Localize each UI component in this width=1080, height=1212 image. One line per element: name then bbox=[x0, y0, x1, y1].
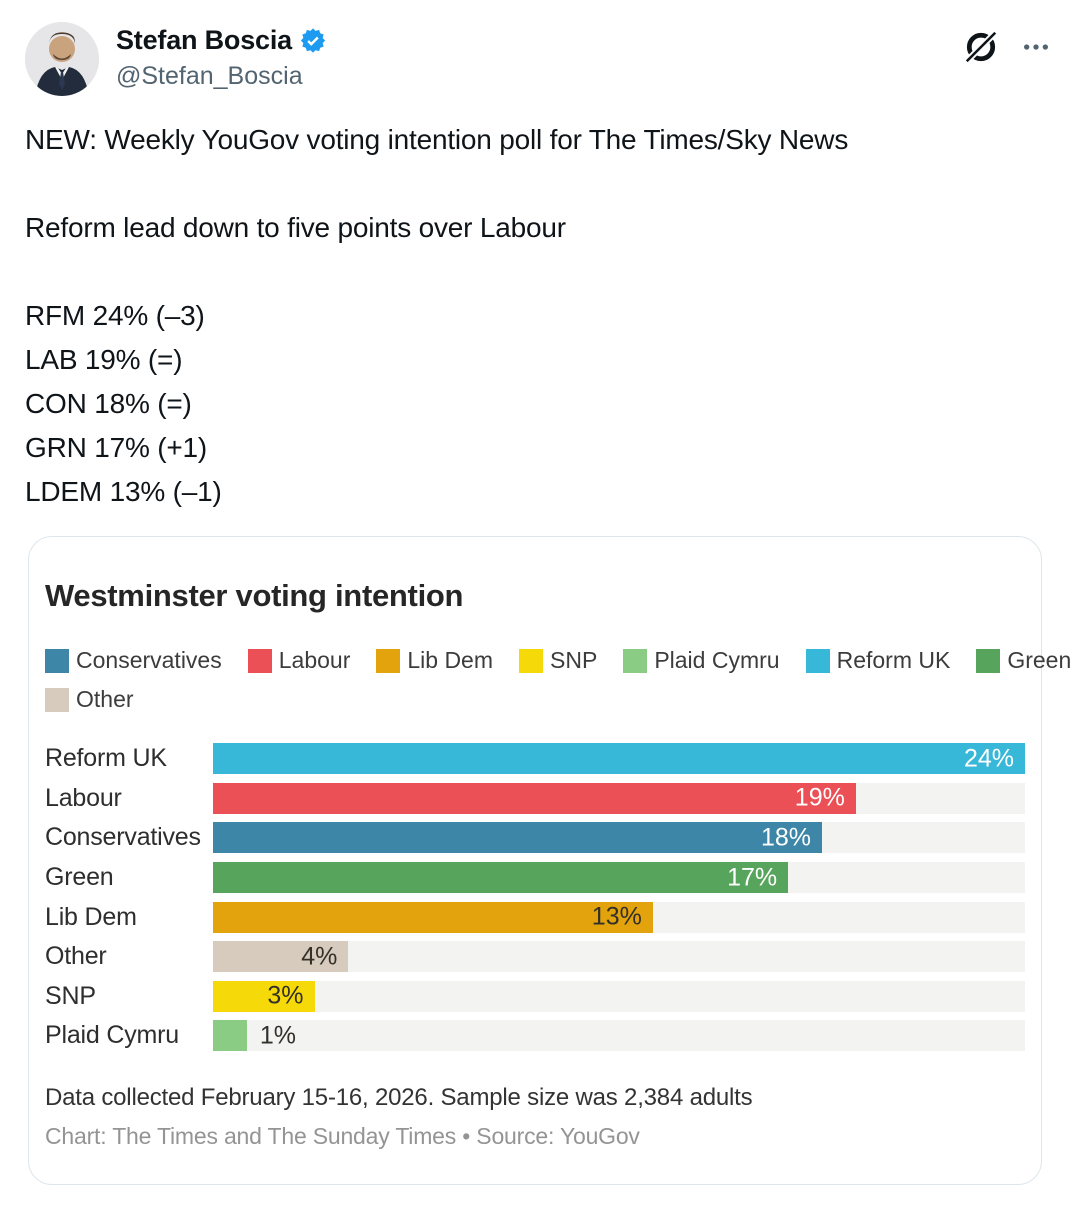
legend-label: Plaid Cymru bbox=[654, 647, 780, 673]
legend-item-snp: SNP bbox=[519, 647, 597, 674]
legend-item-green: Green bbox=[976, 647, 1071, 674]
bar-row-label: Lib Dem bbox=[45, 902, 137, 931]
legend-swatch bbox=[45, 648, 69, 673]
legend-swatch bbox=[45, 687, 69, 712]
legend-item-other: Other bbox=[45, 686, 134, 713]
bar-track: 4% bbox=[213, 941, 1025, 973]
author-name-row[interactable]: Stefan Boscia bbox=[116, 25, 327, 56]
bar-track: 24% bbox=[213, 743, 1025, 775]
author-name: Stefan Boscia bbox=[116, 25, 292, 55]
bar-row-conservatives: Conservatives 18% bbox=[45, 818, 1025, 858]
legend-label: Reform UK bbox=[836, 647, 951, 673]
bar-row-label: SNP bbox=[45, 981, 96, 1010]
bar-row-label: Labour bbox=[45, 783, 122, 812]
legend-row: Conservatives Labour Lib Dem SNP Plaid C… bbox=[45, 647, 1071, 674]
legend-swatch bbox=[519, 648, 544, 673]
bar-chart: Reform UK 24% Labour 19% Conservatives 1… bbox=[45, 739, 1025, 1056]
bar-track: 18% bbox=[213, 822, 1025, 854]
bar-row-plaid: Plaid Cymru 1% bbox=[45, 1016, 1025, 1056]
grok-button[interactable] bbox=[962, 28, 1000, 66]
author-block: Stefan Boscia @Stefan_Boscia bbox=[116, 22, 327, 91]
bar-track: 3% bbox=[213, 980, 1025, 1012]
more-icon bbox=[1024, 44, 1048, 50]
legend-row: Other bbox=[45, 686, 1025, 713]
bar bbox=[213, 743, 1025, 775]
bar bbox=[213, 1020, 247, 1052]
bar-track: 17% bbox=[213, 862, 1025, 894]
bar-row-labour: Labour 19% bbox=[45, 779, 1025, 819]
bar bbox=[213, 822, 822, 854]
bar-track: 19% bbox=[213, 782, 1025, 814]
bar-value-label: 18% bbox=[760, 823, 811, 852]
legend-item-labour: Labour bbox=[247, 647, 351, 674]
legend-swatch bbox=[623, 648, 648, 673]
bar-row-label: Green bbox=[45, 863, 114, 892]
legend-item-reform: Reform UK bbox=[805, 647, 951, 674]
bar-row-label: Plaid Cymru bbox=[45, 1021, 179, 1050]
bar bbox=[213, 941, 349, 973]
legend-swatch bbox=[376, 648, 401, 673]
bar-row-green: Green 17% bbox=[45, 858, 1025, 898]
legend-item-libdem: Lib Dem bbox=[376, 647, 493, 674]
legend-label: Lib Dem bbox=[407, 647, 494, 673]
bar bbox=[213, 980, 315, 1012]
legend-swatch bbox=[976, 648, 1001, 673]
legend-item-plaid: Plaid Cymru bbox=[623, 647, 780, 674]
tweet-header: Stefan Boscia @Stefan_Boscia bbox=[25, 22, 1052, 96]
chart-legend: Conservatives Labour Lib Dem SNP Plaid C… bbox=[45, 647, 1071, 713]
legend-label: SNP bbox=[550, 647, 598, 673]
bar-value-label: 13% bbox=[591, 902, 642, 931]
bar-value-label: 1% bbox=[259, 1021, 296, 1050]
bar-row-label: Conservatives bbox=[45, 823, 201, 852]
bar-row-reform: Reform UK 24% bbox=[45, 739, 1025, 779]
poll-line: RFM 24% (–3) bbox=[25, 300, 205, 331]
poll-line: CON 18% (=) bbox=[25, 388, 192, 419]
tweet-text: NEW: Weekly YouGov voting intention poll… bbox=[25, 118, 1055, 514]
header-actions bbox=[962, 22, 1052, 66]
bar-value-label: 4% bbox=[301, 942, 338, 971]
bar bbox=[213, 782, 856, 814]
legend-label: Labour bbox=[278, 647, 351, 673]
bar-track: 1% bbox=[213, 1020, 1025, 1052]
avatar[interactable] bbox=[25, 22, 99, 96]
legend-label: Green bbox=[1007, 647, 1072, 673]
legend-label: Conservatives bbox=[76, 647, 222, 673]
tweet-line-2: Reform lead down to five points over Lab… bbox=[25, 212, 566, 243]
avatar-photo-placeholder bbox=[25, 22, 99, 96]
embedded-chart-card[interactable]: Westminster voting intention Conservativ… bbox=[28, 536, 1071, 1185]
chart-credit: Chart: The Times and The Sunday Times • … bbox=[45, 1122, 640, 1149]
verified-badge-icon bbox=[299, 27, 327, 55]
bar-row-label: Reform UK bbox=[45, 744, 167, 773]
legend-swatch bbox=[247, 648, 272, 673]
poll-line: GRN 17% (+1) bbox=[25, 432, 207, 463]
bar bbox=[213, 901, 653, 933]
more-button[interactable] bbox=[1020, 31, 1052, 63]
grok-icon bbox=[963, 29, 999, 65]
bar-value-label: 19% bbox=[794, 783, 845, 812]
legend-swatch bbox=[805, 648, 830, 673]
bar-track: 13% bbox=[213, 901, 1025, 933]
bar bbox=[213, 862, 789, 894]
chart-note: Data collected February 15-16, 2026. Sam… bbox=[45, 1083, 753, 1111]
legend-item-conservatives: Conservatives bbox=[45, 647, 222, 674]
bar-value-label: 24% bbox=[963, 744, 1014, 773]
tweet-line-1: NEW: Weekly YouGov voting intention poll… bbox=[25, 124, 849, 155]
bar-row-label: Other bbox=[45, 942, 107, 971]
bar-value-label: 3% bbox=[267, 981, 304, 1010]
bar-value-label: 17% bbox=[727, 863, 778, 892]
bar-row-other: Other 4% bbox=[45, 937, 1025, 977]
author-handle[interactable]: @Stefan_Boscia bbox=[116, 62, 303, 90]
poll-line: LDEM 13% (–1) bbox=[25, 476, 222, 507]
bar-row-snp: SNP 3% bbox=[45, 977, 1025, 1017]
poll-line: LAB 19% (=) bbox=[25, 344, 183, 375]
legend-label: Other bbox=[76, 686, 134, 712]
chart-title: Westminster voting intention bbox=[45, 578, 464, 613]
bar-row-libdem: Lib Dem 13% bbox=[45, 897, 1025, 937]
